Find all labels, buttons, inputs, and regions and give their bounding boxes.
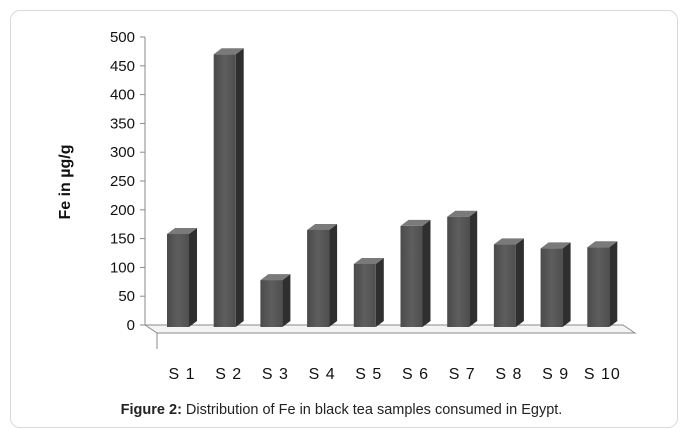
bar-front	[493, 244, 516, 327]
bar-side	[562, 242, 571, 327]
bar	[587, 241, 618, 327]
bar	[447, 210, 478, 327]
chart-floor	[143, 324, 637, 349]
bar-side	[375, 257, 384, 327]
bar	[167, 227, 197, 327]
bar-top	[213, 48, 244, 55]
bar	[260, 274, 291, 327]
bar-front	[307, 229, 330, 327]
bar-front	[213, 54, 236, 327]
y-tick-label: 350	[110, 115, 135, 132]
bar-side	[609, 241, 618, 327]
bar-top	[400, 219, 431, 226]
y-tick-label: 300	[110, 144, 135, 161]
y-tick-label: 200	[110, 202, 135, 219]
y-tick-label: 400	[110, 87, 135, 104]
bar-front	[353, 263, 376, 327]
bar	[493, 238, 524, 327]
bar	[540, 242, 571, 327]
bar-side	[469, 210, 478, 327]
y-tick-label: 150	[110, 231, 135, 248]
x-tick-label: S 6	[402, 366, 429, 383]
caption-text: Distribution of Fe in black tea samples …	[181, 402, 563, 418]
bar	[400, 219, 431, 327]
bar-side	[235, 48, 244, 327]
x-tick-label: S 1	[168, 366, 195, 383]
x-tick-label: S 5	[355, 366, 382, 383]
y-tick-label: 100	[110, 259, 135, 276]
bar-top	[587, 241, 618, 248]
y-tick-label: 250	[110, 173, 135, 190]
bar	[213, 48, 244, 327]
bar-side	[515, 238, 524, 327]
y-axis: 0 50 100 150 200 250 300 350 400 450 500	[110, 29, 146, 334]
bar-front	[447, 216, 470, 327]
bar-top	[493, 238, 524, 245]
y-tick-label: 500	[110, 29, 135, 46]
bar-top	[307, 223, 338, 230]
bar-top	[260, 274, 291, 281]
x-tick-label: S 8	[495, 366, 522, 383]
caption-label: Figure 2:	[120, 402, 182, 418]
bar	[353, 257, 384, 327]
bar-top	[353, 257, 384, 264]
bar-front	[167, 233, 189, 327]
x-tick-label: S 3	[262, 366, 289, 383]
bar-front	[587, 247, 610, 327]
bar-front	[540, 248, 563, 327]
x-tick-label: S 10	[584, 366, 621, 383]
x-tick-label: S 7	[449, 366, 476, 383]
bar-side	[282, 274, 291, 327]
x-axis-labels: S 1 S 2 S 3 S 4 S 5 S 6 S 7 S 8 S 9 S 10	[168, 366, 621, 383]
bar-side	[189, 227, 197, 327]
bar-side	[329, 223, 338, 327]
bar-top	[167, 227, 197, 234]
bar-front	[400, 225, 423, 327]
bar	[307, 223, 338, 327]
bar-side	[422, 219, 431, 327]
y-tick-label: 0	[127, 317, 135, 334]
y-tick-label: 50	[118, 288, 135, 305]
x-tick-label: S 2	[215, 366, 242, 383]
y-axis-label: Fe in µg/g	[57, 145, 74, 220]
bar-top	[540, 242, 571, 249]
y-tick-label: 450	[110, 58, 135, 75]
x-tick-label: S 4	[309, 366, 336, 383]
chart-frame	[10, 10, 678, 428]
bars	[167, 48, 618, 327]
figure-caption: Figure 2: Distribution of Fe in black te…	[0, 402, 683, 418]
x-tick-label: S 9	[542, 366, 569, 383]
bar-top	[447, 210, 478, 217]
bar-front	[260, 280, 283, 327]
